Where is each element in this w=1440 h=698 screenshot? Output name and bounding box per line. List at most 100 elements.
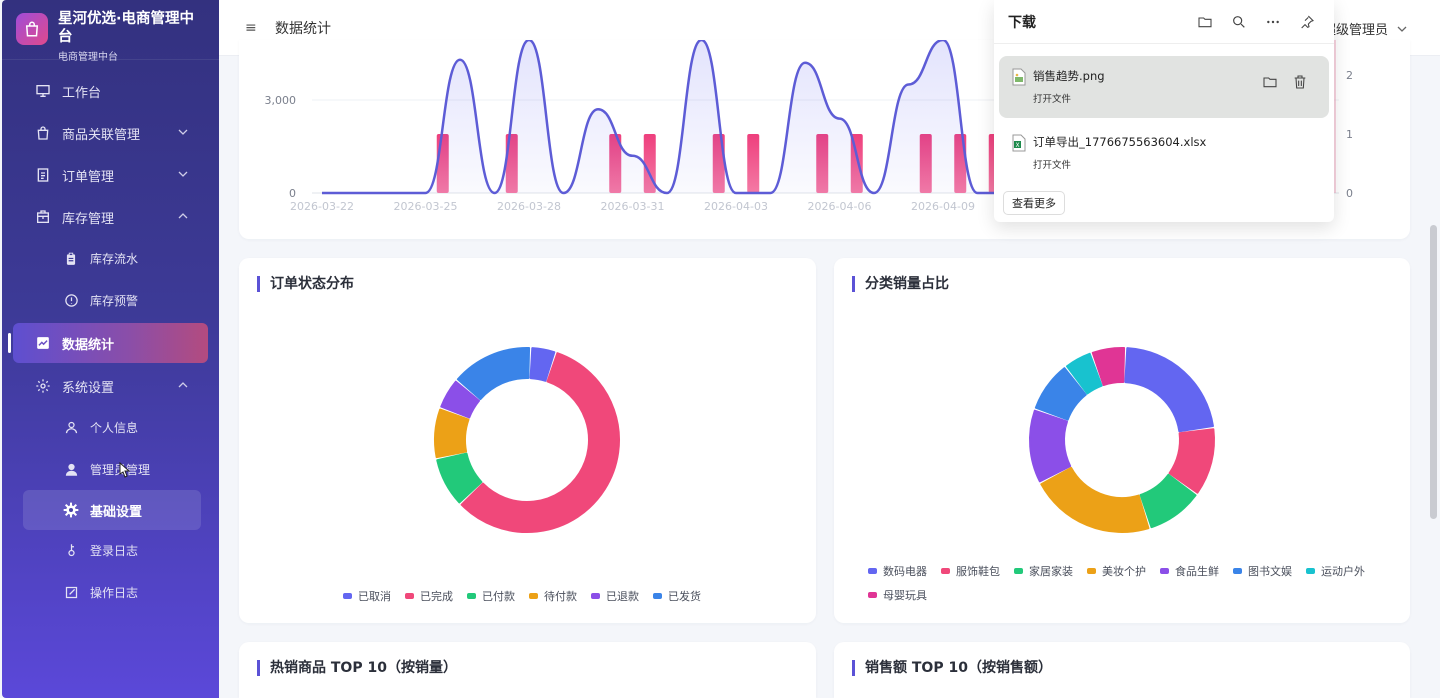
donut-slice[interactable] (434, 408, 470, 459)
show-in-folder-icon[interactable] (1255, 74, 1285, 90)
legend-item[interactable]: 美妆个护 (1087, 559, 1146, 583)
mouse-cursor-icon (119, 462, 131, 478)
legend-swatch (343, 593, 352, 599)
user-menu[interactable]: 超级管理员 (1323, 19, 1408, 38)
card-title: 分类销量占比 (852, 276, 949, 292)
donut-slice[interactable] (460, 352, 620, 533)
brand-title: 星河优选·电商管理中台 (58, 11, 195, 45)
sidebar-item-label: 数据统计 (62, 337, 115, 353)
donut-slice[interactable] (440, 380, 481, 419)
x-tick-label: 2026-04-06 (808, 200, 872, 213)
sidebar-item-basic-settings[interactable]: 基础设置 (23, 490, 201, 530)
legend-label: 美妆个护 (1102, 565, 1146, 578)
legend-item[interactable]: 食品生鲜 (1160, 559, 1219, 583)
legend-swatch (467, 593, 476, 599)
warehouse-icon (34, 208, 52, 226)
legend-item[interactable]: 运动户外 (1306, 559, 1365, 583)
line-area (322, 40, 1012, 193)
x-tick-label: 2026-03-22 (290, 200, 354, 213)
legend-label: 已发货 (668, 590, 701, 603)
donut-slice[interactable] (1040, 466, 1150, 533)
legend-item[interactable]: 已取消 (343, 584, 391, 608)
folder-icon[interactable] (1188, 14, 1222, 30)
order-status-donut (434, 347, 620, 533)
sidebar-item-label: 基础设置 (90, 504, 143, 520)
legend-swatch (1160, 568, 1169, 574)
sidebar-item-label: 库存流水 (90, 252, 139, 267)
user-filled-icon (62, 460, 80, 478)
pin-icon[interactable] (1290, 14, 1324, 30)
legend-item[interactable]: 已发货 (653, 584, 701, 608)
legend-item[interactable]: 家居家装 (1014, 559, 1073, 583)
sidebar: 星河优选·电商管理中台 电商管理中台 工作台 商品关联管理 订单管理 库存管理 … (2, 0, 219, 698)
legend-item[interactable]: 数码电器 (868, 559, 927, 583)
legend-label: 待付款 (544, 590, 577, 603)
donut-slice[interactable] (1124, 347, 1214, 433)
donut-slice[interactable] (529, 347, 556, 382)
sidebar-item-stock-flow[interactable]: 库存流水 (2, 238, 219, 280)
download-item[interactable]: X 订单导出_1776675563604.xlsx 打开文件 (999, 122, 1329, 184)
bar (747, 134, 760, 193)
donut-slice[interactable] (1066, 352, 1103, 395)
x-tick-label: 2026-04-09 (911, 200, 975, 213)
legend-item[interactable]: 图书文娱 (1233, 559, 1292, 583)
chevron-down-icon (178, 129, 188, 135)
legend-swatch (529, 593, 538, 599)
search-icon[interactable] (1222, 14, 1256, 30)
legend-item[interactable]: 母婴玩具 (868, 583, 927, 607)
legend-label: 图书文娱 (1248, 565, 1292, 578)
chevron-down-icon (1397, 26, 1407, 32)
sidebar-item-system-settings[interactable]: 系统设置 (2, 365, 219, 407)
category-share-donut (1029, 347, 1215, 533)
donut-slice[interactable] (1034, 367, 1087, 421)
donut-slice[interactable] (436, 452, 483, 504)
open-file-link[interactable]: 打开文件 (1033, 94, 1072, 105)
legend-item[interactable]: 服饰鞋包 (941, 559, 1000, 583)
sidebar-item-profile[interactable]: 个人信息 (2, 407, 219, 449)
y2-tick-label: 0 (1346, 187, 1353, 200)
open-file-link[interactable]: 打开文件 (1033, 160, 1072, 171)
donut-slice[interactable] (1139, 473, 1197, 529)
bag-icon (34, 124, 52, 142)
legend-label: 家居家装 (1029, 565, 1073, 578)
legend-item[interactable]: 已付款 (467, 584, 515, 608)
sidebar-item-label: 系统设置 (62, 380, 115, 396)
page-title: 数据统计 (275, 21, 331, 37)
order-status-legend: 已取消 已完成 已付款 待付款 已退款 已发货 (343, 584, 763, 608)
sidebar-item-login-log[interactable]: 登录日志 (2, 530, 219, 572)
legend-swatch (868, 568, 877, 574)
donut-slice[interactable] (1091, 347, 1126, 387)
sidebar-item-label: 商品关联管理 (62, 127, 141, 143)
gear-icon (34, 377, 52, 395)
more-options-icon[interactable] (1256, 14, 1290, 30)
sidebar-item-label: 库存管理 (62, 211, 115, 227)
document-icon (34, 166, 52, 184)
sidebar-item-workbench[interactable]: 工作台 (2, 70, 219, 112)
page-scrollbar[interactable] (1430, 225, 1437, 519)
sidebar-item-inventory[interactable]: 库存管理 (2, 196, 219, 238)
sidebar-item-orders[interactable]: 订单管理 (2, 154, 219, 196)
sidebar-item-statistics[interactable]: 数据统计 (8, 323, 208, 363)
sidebar-item-stock-alert[interactable]: 库存预警 (2, 280, 219, 322)
donut-slice[interactable] (1168, 428, 1215, 494)
edit-icon (62, 583, 80, 601)
sidebar-item-product-relations[interactable]: 商品关联管理 (2, 112, 219, 154)
legend-swatch (1014, 568, 1023, 574)
legend-item[interactable]: 已退款 (591, 584, 639, 608)
chevron-up-icon (178, 382, 188, 388)
view-more-button[interactable]: 查看更多 (1003, 191, 1065, 215)
sidebar-item-admin-management[interactable]: 管理员管理 (2, 449, 219, 491)
legend-item[interactable]: 已完成 (405, 584, 453, 608)
trash-icon[interactable] (1285, 74, 1315, 90)
donut-slice[interactable] (456, 347, 531, 401)
shopping-bag-logo-icon (16, 13, 48, 45)
download-item[interactable]: 销售趋势.png 打开文件 (999, 56, 1329, 118)
svg-text:X: X (1016, 142, 1020, 149)
trend-chart-icon (34, 334, 52, 352)
legend-item[interactable]: 待付款 (529, 584, 577, 608)
sidebar-item-label: 个人信息 (90, 421, 139, 436)
top-sales-card: 销售额 TOP 10（按销售额） (834, 642, 1410, 698)
menu-toggle-icon[interactable]: ≡ (245, 20, 257, 36)
donut-slice[interactable] (1029, 409, 1072, 483)
sidebar-item-operation-log[interactable]: 操作日志 (2, 572, 219, 614)
